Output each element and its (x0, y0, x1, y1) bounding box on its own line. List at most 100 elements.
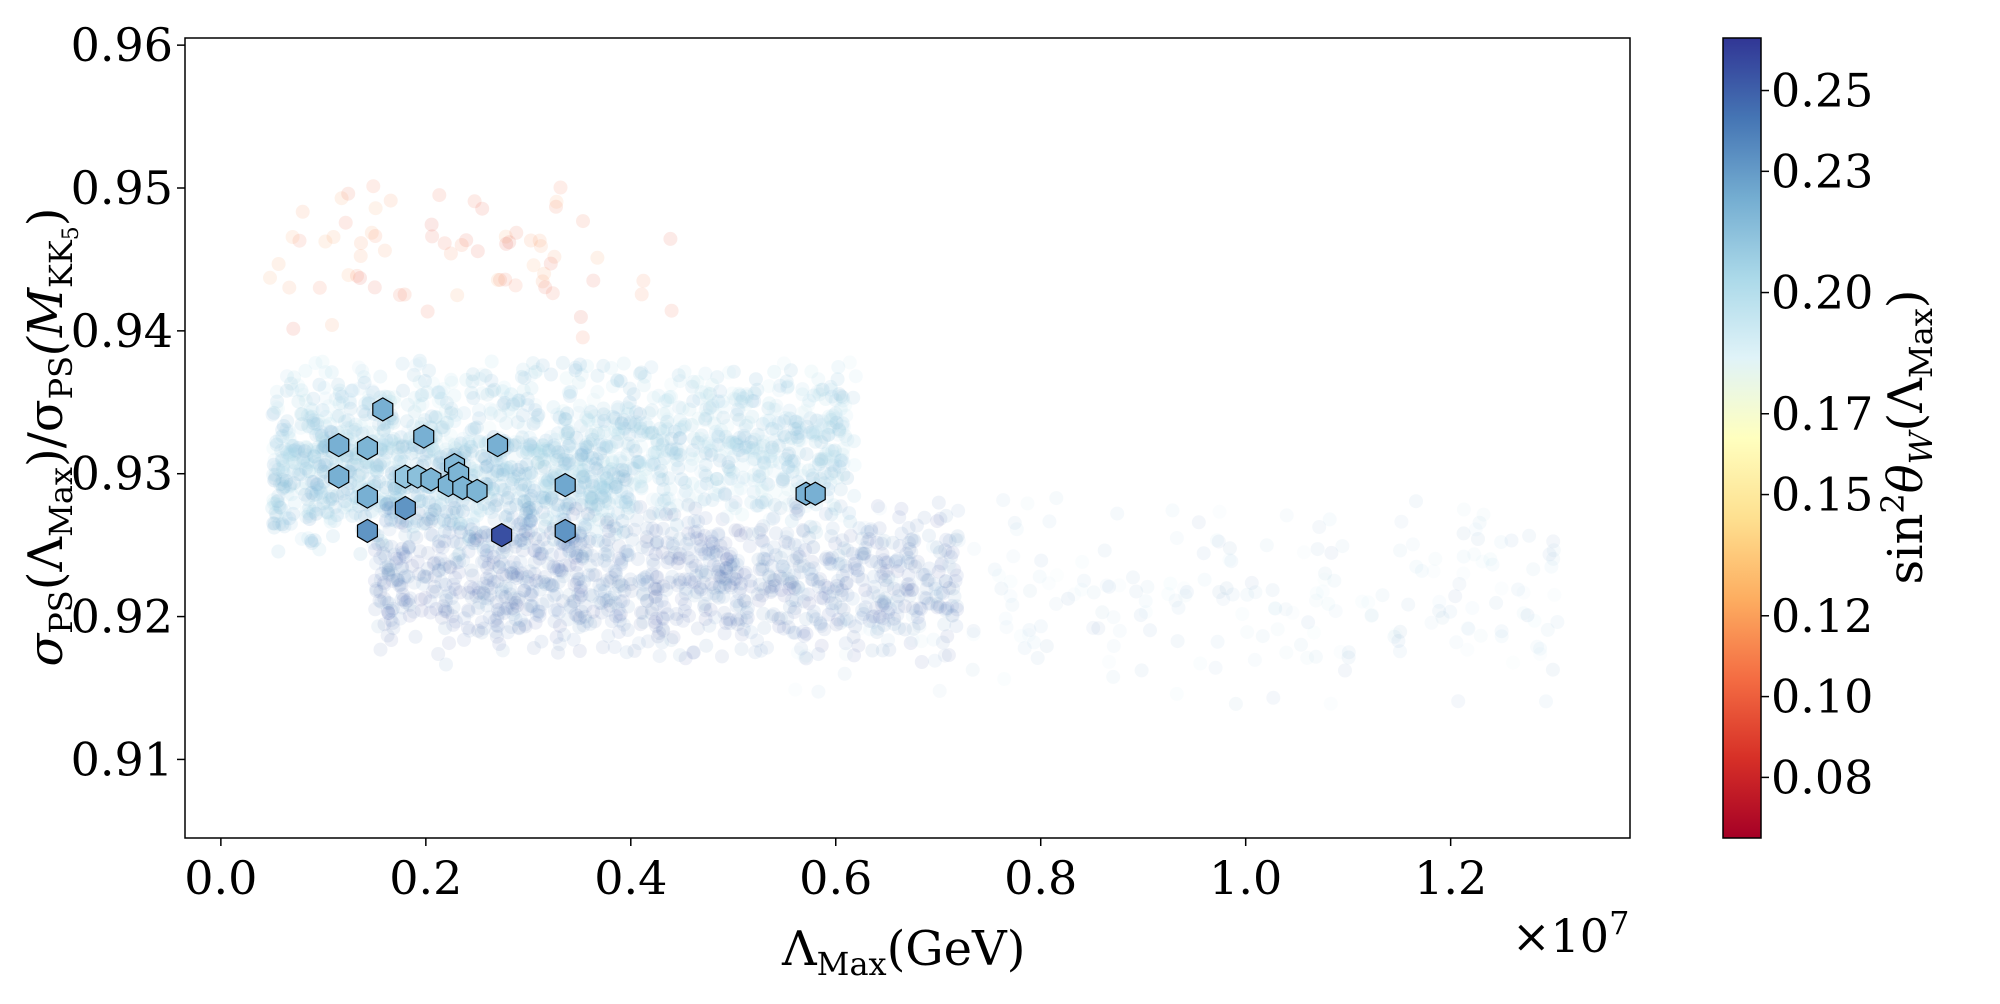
scatter-point (598, 494, 613, 509)
scatter-point (321, 495, 336, 510)
scatter-point (818, 452, 833, 467)
scatter-point (933, 585, 948, 600)
scatter-point (454, 238, 469, 252)
scatter-point (705, 493, 720, 507)
scatter-point (611, 538, 626, 553)
scatter-point (472, 411, 487, 426)
scatter-point (485, 461, 500, 476)
scatter-point (626, 387, 641, 402)
scatter-point (769, 423, 784, 438)
scatter-point (712, 453, 727, 468)
scatter-point (291, 378, 306, 393)
scatter-point (306, 504, 321, 519)
scatter-point (949, 599, 964, 614)
scatter-point (669, 518, 684, 532)
scatter-point (523, 492, 538, 507)
scatter-point (905, 633, 920, 647)
scatter-point (746, 440, 760, 455)
scatter-point (826, 408, 840, 423)
scatter-point (611, 506, 626, 521)
scatter-point (343, 395, 357, 410)
scatter-point (889, 576, 904, 591)
scatter-point (597, 425, 611, 439)
scatter-point (795, 469, 810, 483)
scatter-point (536, 438, 550, 453)
scatter-point (897, 622, 912, 637)
scatter-point (591, 463, 605, 478)
scatter-point (1112, 578, 1127, 593)
scatter-point (551, 645, 565, 660)
scatter-point (518, 476, 533, 491)
scatter-point (348, 422, 363, 437)
scatter-point (514, 460, 529, 475)
scatter-point (370, 460, 385, 475)
scatter-point (372, 474, 387, 489)
scatter-point (344, 420, 359, 435)
scatter-point (415, 397, 430, 411)
scatter-point (698, 411, 713, 426)
scatter-point (686, 431, 701, 446)
scatter-point (591, 426, 606, 441)
scatter-point (725, 435, 740, 450)
scatter-point (470, 508, 485, 523)
scatter-point (498, 272, 513, 287)
scatter-point (778, 411, 793, 425)
scatter-point (941, 545, 956, 560)
scatter-point (599, 518, 614, 533)
scatter-point (721, 455, 736, 470)
scatter-point (795, 406, 809, 421)
scatter-point (298, 487, 313, 502)
scatter-point (589, 423, 603, 438)
scatter-point (759, 462, 774, 477)
scatter-point (426, 442, 441, 457)
scatter-point (556, 404, 571, 419)
scatter-point (904, 532, 919, 547)
scatter-point (790, 426, 805, 441)
scatter-point (735, 448, 750, 463)
scatter-point (632, 636, 646, 651)
scatter-point (538, 486, 553, 501)
scatter-point (709, 437, 724, 452)
scatter-point (1077, 573, 1091, 588)
scatter-point (662, 390, 677, 405)
scatter-point (673, 374, 688, 389)
scatter-point (515, 430, 530, 445)
scatter-point (729, 407, 744, 422)
scatter-point (585, 432, 600, 447)
scatter-point (836, 556, 851, 571)
scatter-point (310, 444, 325, 459)
scatter-point (572, 590, 587, 605)
scatter-point (573, 480, 588, 495)
scatter-point (574, 452, 589, 467)
scatter-point (266, 405, 281, 420)
scatter-point (534, 546, 549, 561)
scatter-point (1489, 595, 1504, 610)
scatter-point (275, 464, 290, 479)
scatter-point (427, 443, 442, 458)
scatter-point (576, 214, 590, 229)
scatter-point (645, 446, 660, 461)
scatter-point (1211, 534, 1226, 549)
scatter-point (756, 449, 770, 464)
scatter-point (806, 426, 821, 441)
scatter-point (533, 444, 547, 459)
scatter-point (302, 506, 317, 521)
scatter-point (569, 430, 584, 445)
scatter-point (1335, 539, 1350, 554)
scatter-point (558, 501, 572, 516)
scatter-point (894, 501, 909, 516)
scatter-point (815, 414, 830, 429)
scatter-point (303, 401, 318, 416)
scatter-point (721, 459, 736, 474)
scatter-point (413, 356, 427, 371)
scatter-point (358, 459, 373, 474)
scatter-point (771, 438, 786, 453)
scatter-point (312, 377, 327, 392)
scatter-point (667, 424, 682, 439)
scatter-point (1355, 594, 1370, 609)
scatter-point (495, 643, 510, 658)
scatter-point (279, 422, 294, 437)
scatter-point (308, 417, 323, 432)
scatter-point (466, 517, 480, 532)
scatter-point (812, 452, 826, 467)
